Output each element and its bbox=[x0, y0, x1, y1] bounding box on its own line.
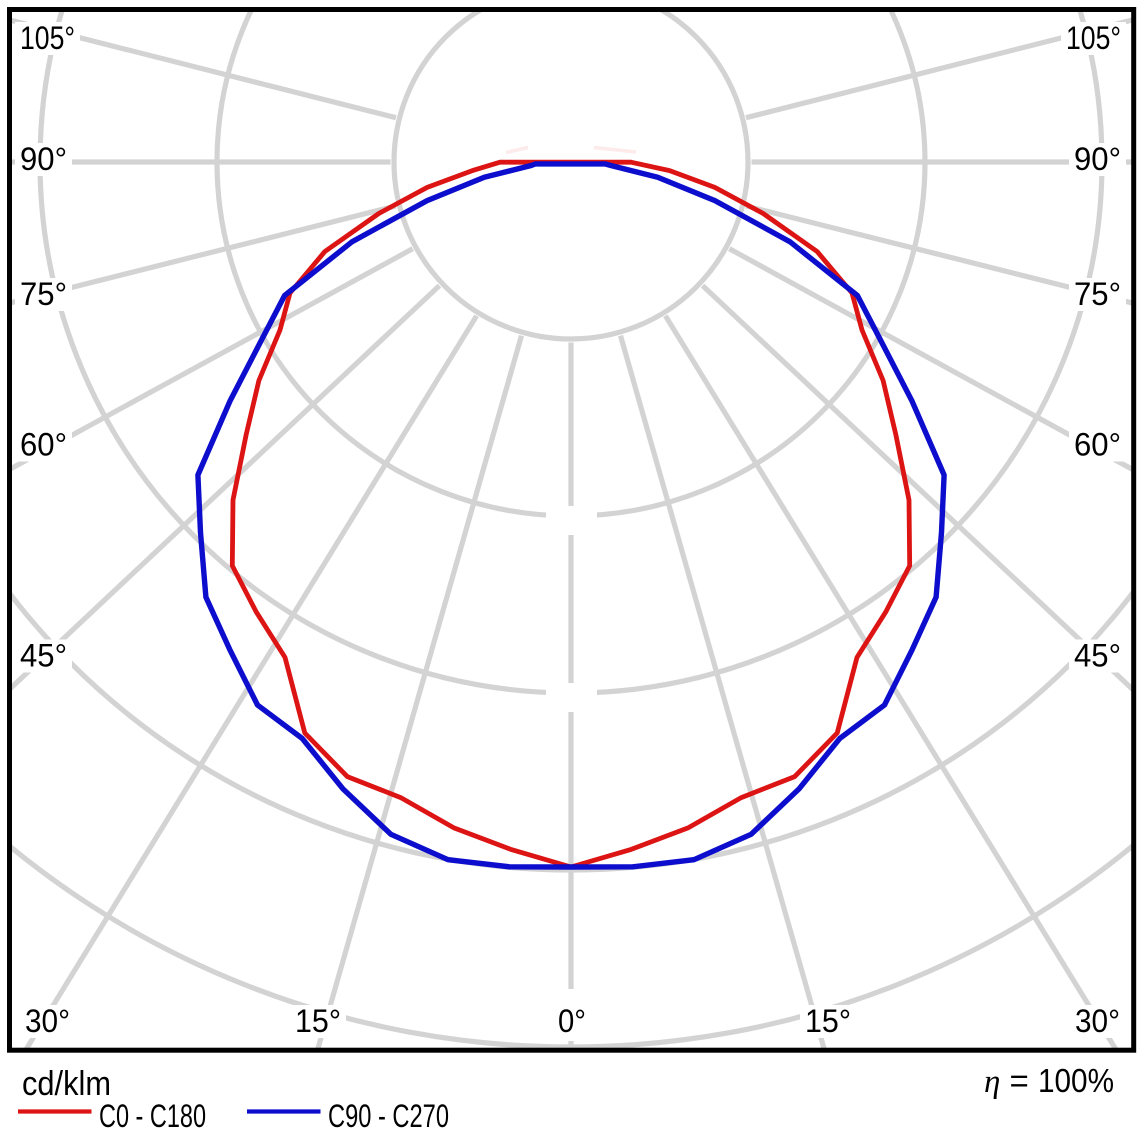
svg-text:15°: 15° bbox=[295, 1003, 341, 1039]
svg-text:15°: 15° bbox=[805, 1003, 851, 1039]
svg-text:90°: 90° bbox=[1074, 141, 1121, 177]
svg-text:60°: 60° bbox=[1074, 427, 1121, 463]
svg-text:105°: 105° bbox=[20, 20, 75, 56]
svg-text:C0 - C180: C0 - C180 bbox=[99, 1098, 206, 1132]
svg-text:0°: 0° bbox=[558, 1003, 586, 1039]
svg-text:75°: 75° bbox=[20, 276, 67, 312]
svg-text:75°: 75° bbox=[1074, 276, 1121, 312]
svg-text:90°: 90° bbox=[20, 141, 67, 177]
svg-text:30°: 30° bbox=[25, 1003, 70, 1039]
svg-text:45°: 45° bbox=[1074, 638, 1121, 674]
svg-text:60°: 60° bbox=[20, 427, 67, 463]
svg-text:η = 100%: η = 100% bbox=[984, 1062, 1114, 1100]
svg-text:cd/klm: cd/klm bbox=[22, 1065, 111, 1103]
svg-text:C90 - C270: C90 - C270 bbox=[328, 1098, 449, 1132]
svg-text:30°: 30° bbox=[1075, 1003, 1120, 1039]
svg-text:105°: 105° bbox=[1066, 20, 1121, 56]
svg-text:45°: 45° bbox=[20, 638, 67, 674]
